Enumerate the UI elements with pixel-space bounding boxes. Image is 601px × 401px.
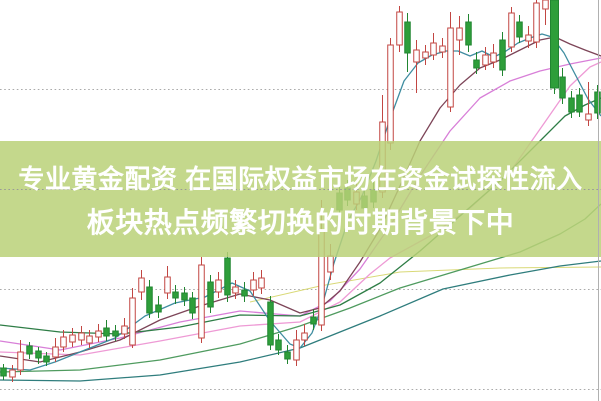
headline-line-2: 板块热点频繁切换的时期背景下中	[86, 207, 515, 238]
headline-line-1: 专业黄金配资 在国际权益市场在资金试探性流入	[18, 164, 583, 194]
